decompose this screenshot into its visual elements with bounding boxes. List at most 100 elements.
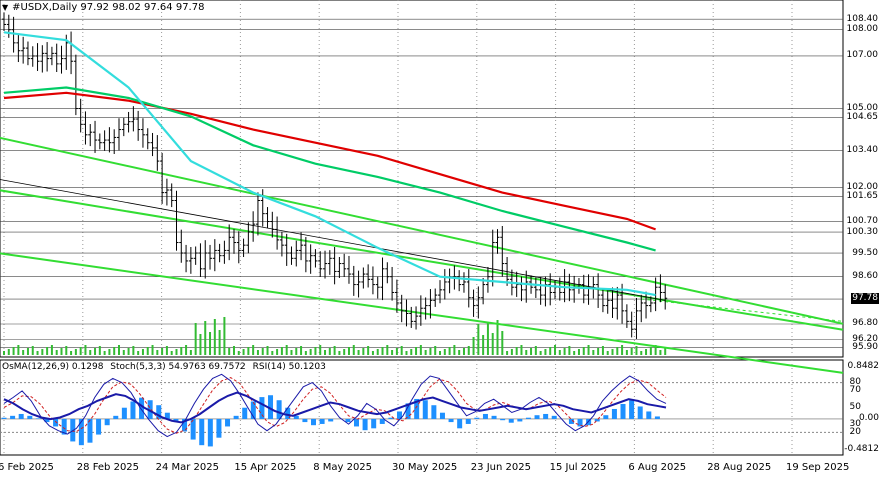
- volume-bar: [189, 350, 192, 355]
- volume-bar: [352, 345, 355, 355]
- volume-bar: [347, 347, 350, 355]
- osma-bar: [27, 415, 33, 419]
- volume-bar: [563, 348, 566, 355]
- indicator-title: OsMA(12,26,9) 0.1298 Stoch(5,3,3) 54.976…: [2, 362, 330, 372]
- volume-bar: [601, 346, 604, 355]
- osma-bar: [87, 418, 93, 443]
- volume-bar: [520, 345, 523, 355]
- volume-bar: [41, 349, 44, 355]
- volume-bar: [300, 346, 303, 355]
- volume-bar: [391, 350, 394, 355]
- volume-bar: [324, 350, 327, 355]
- volume-bar: [376, 349, 379, 355]
- volume-bar: [362, 348, 365, 355]
- price-tick-label: 107.00: [845, 50, 879, 62]
- ma_mid-line: [3, 86, 656, 252]
- volume-bar: [194, 323, 197, 355]
- osma-bar: [182, 418, 188, 432]
- volume-bar: [31, 346, 34, 355]
- volume-bar: [443, 349, 446, 355]
- osma-bar: [568, 418, 574, 424]
- osma-bar: [225, 418, 231, 427]
- volume-bar: [587, 345, 590, 355]
- volume-bar: [525, 350, 528, 355]
- osma-bar: [285, 407, 291, 419]
- price-tick-label: 100.70: [845, 216, 879, 228]
- volume-bar: [410, 349, 413, 355]
- volume-bar: [204, 321, 207, 355]
- price-tick-label: 103.40: [845, 145, 879, 157]
- volume-bar: [146, 347, 149, 355]
- volume-bar: [132, 346, 135, 355]
- volume-bar: [137, 351, 140, 355]
- volume-bar: [448, 347, 451, 355]
- volume-bar: [606, 351, 609, 355]
- volume-bar: [510, 349, 513, 355]
- volume-bar: [113, 347, 116, 355]
- volume-bar: [213, 319, 216, 355]
- osma-bar: [474, 417, 480, 419]
- volume-bar: [496, 320, 499, 355]
- osma-bar: [1, 417, 7, 419]
- ma_fast-line: [3, 31, 656, 297]
- osma-bar: [586, 418, 592, 426]
- collapse-triangle-icon[interactable]: ▼: [2, 3, 9, 12]
- volume-bar: [65, 346, 68, 355]
- osma-bar: [207, 418, 213, 447]
- volume-bar: [649, 347, 652, 355]
- volume-bar: [577, 349, 580, 355]
- volume-bar: [261, 348, 264, 355]
- volume-bar: [290, 350, 293, 355]
- volume-bar: [482, 335, 485, 355]
- osma-bar: [543, 413, 549, 419]
- volume-bar: [616, 347, 619, 355]
- volume-bar: [60, 348, 63, 355]
- rsi-label: RSI(14) 50.1203: [252, 362, 326, 372]
- osma-bar: [457, 418, 463, 429]
- volume-bar: [386, 345, 389, 355]
- indicator-tick-label: 20: [849, 426, 861, 437]
- osma-bar: [10, 415, 16, 419]
- stoch-label: Stoch(5,3,3) 54.9763 69.7572: [110, 362, 246, 372]
- volume-bar: [319, 345, 322, 355]
- osma-bar: [345, 418, 351, 423]
- osma-bar: [388, 417, 394, 419]
- osma-bar: [53, 418, 59, 427]
- volume-bar: [434, 346, 437, 355]
- osma-bar: [637, 406, 643, 419]
- osma-bar: [293, 415, 299, 419]
- volume-bar: [98, 346, 101, 355]
- ma_slow-line: [3, 91, 656, 231]
- volume-bar: [635, 346, 638, 355]
- volume-bar: [185, 345, 188, 355]
- osma-bar: [500, 418, 506, 421]
- volume-bar: [26, 348, 29, 355]
- volume-bar: [367, 346, 370, 355]
- osma-bar: [362, 418, 368, 431]
- price-tick-label: 105.00: [845, 103, 879, 115]
- osma-bar: [78, 418, 84, 446]
- trend-thin-line: [0, 179, 666, 301]
- osma-bar: [646, 411, 652, 419]
- volume-bar: [252, 345, 255, 355]
- osma-bar: [268, 395, 274, 419]
- volume-bar: [117, 345, 120, 355]
- volume-bar: [506, 351, 509, 355]
- volume-bar: [343, 349, 346, 355]
- stoch-main-line: [3, 373, 667, 438]
- symbol-quote: #USDX,Daily 97.92 98.02 97.64 97.78: [12, 2, 205, 13]
- osma-bar: [525, 417, 531, 419]
- volume-bar: [554, 345, 557, 355]
- volume-bar: [74, 349, 77, 355]
- volume-bar: [453, 345, 456, 355]
- volume-bar: [328, 348, 331, 355]
- volume-bar: [645, 349, 648, 355]
- volume-bar: [271, 351, 274, 355]
- osma-bar: [139, 397, 145, 419]
- volume-bar: [630, 348, 633, 355]
- indicator-tick-label: 0.8482: [847, 360, 879, 371]
- volume-bar: [467, 346, 470, 355]
- current-price-label: 97.78: [851, 292, 879, 304]
- osma-bar: [431, 405, 437, 419]
